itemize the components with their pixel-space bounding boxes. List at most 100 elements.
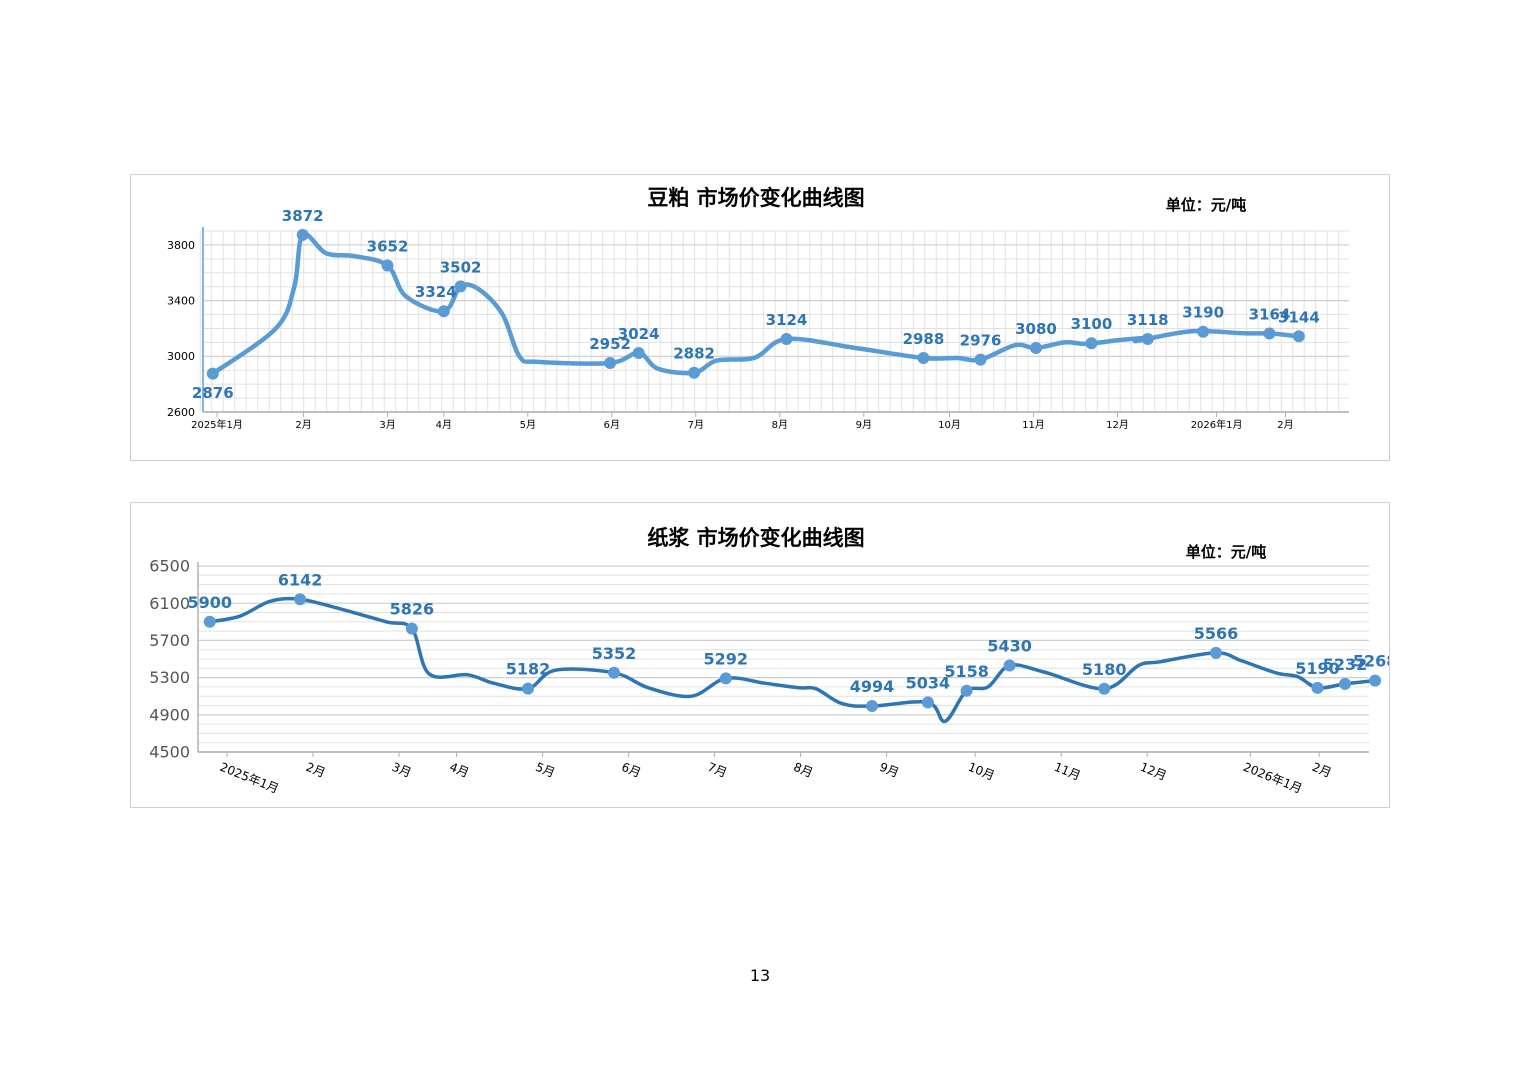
data-label: 3024 xyxy=(618,325,660,343)
data-point xyxy=(203,615,216,628)
x-tick-label: 2026年1月 xyxy=(1191,418,1243,431)
data-label: 2988 xyxy=(903,330,945,348)
chart-title: 纸浆 市场价变化曲线图 xyxy=(647,526,864,550)
data-point xyxy=(1369,674,1382,687)
pulp-chart-panel: 纸浆 市场价变化曲线图 单位：元/吨 4500 4900 5300 5700 6100 6… xyxy=(130,502,1390,808)
x-tick-label: 3月 xyxy=(390,760,413,780)
y-tick-label: 6100 xyxy=(149,594,190,613)
data-point xyxy=(688,366,701,379)
data-label: 5292 xyxy=(704,649,749,668)
x-tick-label: 10月 xyxy=(938,419,961,431)
x-tick-label: 2月 xyxy=(1277,419,1293,431)
data-label: 4994 xyxy=(850,677,895,696)
x-tick-label: 6月 xyxy=(619,760,642,780)
x-tick-label: 2025年1月 xyxy=(191,418,243,431)
data-label: 5034 xyxy=(906,673,951,692)
data-label: 2952 xyxy=(589,335,631,353)
data-point xyxy=(632,346,645,359)
data-label: 2882 xyxy=(673,345,715,363)
data-label: 6142 xyxy=(278,570,323,589)
x-tick-label: 9月 xyxy=(856,419,872,431)
x-tick-label: 10月 xyxy=(966,760,997,783)
data-point xyxy=(1210,646,1222,659)
data-point xyxy=(1141,333,1154,346)
x-tick-label: 8月 xyxy=(791,760,814,780)
x-tick-label: 4月 xyxy=(447,760,470,780)
y-tick-label: 6500 xyxy=(149,557,190,576)
data-label: 2876 xyxy=(192,384,234,402)
data-point xyxy=(780,333,793,346)
data-point xyxy=(1003,659,1016,672)
x-tick-label: 3月 xyxy=(379,419,395,431)
data-label: 5566 xyxy=(1194,624,1239,643)
unit-label: 单位：元/吨 xyxy=(1166,196,1246,214)
data-point xyxy=(1263,327,1276,340)
y-tick-label: 5300 xyxy=(149,668,190,687)
data-label: 2976 xyxy=(960,332,1002,350)
y-tick-label: 3800 xyxy=(167,239,195,252)
y-tick-label: 3400 xyxy=(167,294,195,307)
data-label: 5232 xyxy=(1323,655,1368,674)
page-number: 13 xyxy=(749,966,771,985)
data-point xyxy=(381,259,394,272)
soymeal-chart: 豆粕 市场价变化曲线图 单位：元/吨 2600 3000 3400 3800 2025年… xyxy=(167,186,1349,431)
x-tick-label: 12月 xyxy=(1138,760,1169,783)
data-label: 5900 xyxy=(188,593,233,612)
plot-area: 2600 3000 3400 3800 2025年1月 2月 3月 4月 5月 6月 7月 8月 9月 1… xyxy=(167,207,1349,431)
x-tick-label: 2月 xyxy=(295,419,311,431)
unit-label: 单位：元/吨 xyxy=(1186,543,1266,561)
data-label: 5180 xyxy=(1082,660,1127,679)
data-label: 3080 xyxy=(1015,320,1057,338)
data-point xyxy=(522,682,534,695)
data-label: 3652 xyxy=(367,238,409,256)
soymeal-chart-panel: 豆粕 市场价变化曲线图 单位：元/吨 2600 3000 3400 3800 2025年… xyxy=(130,174,1390,461)
data-label: 3872 xyxy=(282,207,324,225)
data-point xyxy=(604,356,617,369)
data-point xyxy=(206,367,219,380)
data-point xyxy=(1098,682,1111,695)
data-label: 5268 xyxy=(1353,652,1389,671)
data-point xyxy=(960,684,973,697)
y-tick-label: 2600 xyxy=(167,406,195,419)
data-label: 5826 xyxy=(390,600,435,619)
data-point xyxy=(1197,325,1210,338)
x-tick-label: 6月 xyxy=(604,419,620,431)
data-point xyxy=(1339,677,1351,690)
x-tick-label: 7月 xyxy=(688,419,704,431)
x-tick-label: 4月 xyxy=(436,419,452,431)
data-label: 3502 xyxy=(440,258,482,276)
x-tick-label: 5月 xyxy=(520,419,536,431)
x-tick-label: 2月 xyxy=(304,760,327,780)
x-tick-label: 2026年1月 xyxy=(1241,760,1304,796)
y-tick-label: 4900 xyxy=(149,705,190,724)
data-point xyxy=(1292,330,1305,343)
data-point xyxy=(294,593,307,606)
data-point xyxy=(1030,341,1042,354)
data-label: 5190 xyxy=(1295,659,1340,678)
data-label: 5430 xyxy=(987,637,1032,656)
series-line xyxy=(208,596,1377,724)
x-tick-label: 2025年1月 xyxy=(218,760,281,796)
x-tick-label: 8月 xyxy=(772,419,788,431)
data-label: 3190 xyxy=(1182,304,1224,322)
y-tick-label: 4500 xyxy=(149,743,190,762)
data-point xyxy=(608,666,620,679)
x-tick-label: 7月 xyxy=(705,760,728,780)
data-label: 3118 xyxy=(1127,311,1169,329)
data-label: 3144 xyxy=(1278,308,1320,326)
data-point xyxy=(437,305,450,318)
chart-title: 豆粕 市场价变化曲线图 xyxy=(647,186,864,210)
data-point xyxy=(917,351,930,364)
data-point xyxy=(866,700,878,713)
x-tick-label: 2月 xyxy=(1310,760,1333,780)
x-tick-label: 9月 xyxy=(877,760,900,780)
y-tick-label: 3000 xyxy=(167,350,195,363)
data-point xyxy=(921,696,934,709)
data-point xyxy=(1085,337,1098,350)
x-tick-label: 5月 xyxy=(533,760,556,780)
x-tick-label: 11月 xyxy=(1052,760,1083,783)
data-label: 3100 xyxy=(1071,315,1113,333)
x-tick-label: 11月 xyxy=(1022,419,1045,431)
data-point xyxy=(719,672,732,685)
data-point xyxy=(454,280,467,293)
